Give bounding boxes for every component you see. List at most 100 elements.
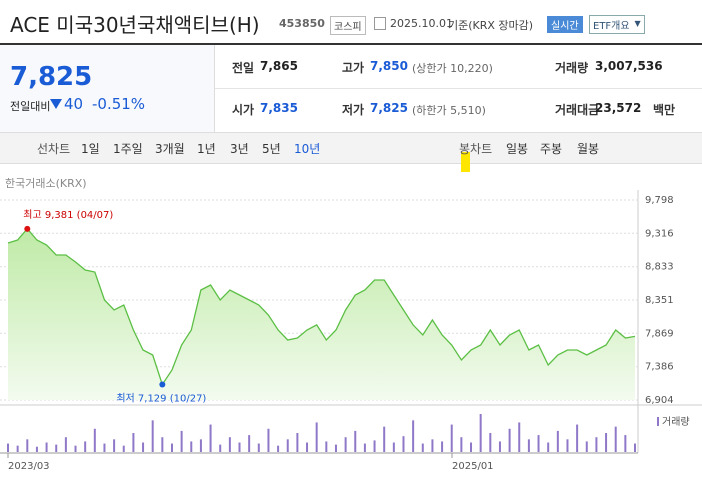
high-point: [24, 225, 31, 232]
volume-bar: [402, 436, 405, 452]
legend-label: 거래량: [662, 416, 690, 428]
volume-bar: [354, 430, 357, 452]
volume-bar: [180, 430, 183, 452]
volume-bar: [64, 437, 67, 452]
period-tab[interactable]: 1일: [81, 142, 100, 156]
volume-bar: [344, 437, 347, 452]
volume-bar: [257, 443, 260, 452]
volume-bar: [132, 433, 135, 452]
volume-bar: [363, 443, 366, 452]
volume-bar: [325, 441, 328, 452]
volume-bar: [498, 441, 501, 452]
field-value: 7,835: [260, 101, 298, 115]
volume-bar: [412, 420, 415, 452]
y-tick-label: 9,798: [645, 195, 674, 206]
date: 2025.10.01: [390, 17, 453, 30]
field-label: 거래량: [555, 61, 589, 75]
y-tick-label: 8,833: [645, 262, 674, 273]
etf-info-text: ETF개요: [593, 21, 630, 32]
volume-bar: [624, 435, 627, 452]
volume-bar: [306, 442, 309, 452]
price: 7,825: [10, 62, 93, 92]
volume-bar: [26, 439, 29, 452]
period-tab[interactable]: 5년: [262, 142, 281, 156]
volume-bar: [74, 445, 77, 452]
period-tab[interactable]: 3개월: [155, 142, 185, 156]
etf-info[interactable]: ETF개요 ▼: [589, 15, 645, 34]
volume-bar: [238, 442, 241, 452]
volume-bar: [209, 424, 212, 452]
volume-bar: [556, 430, 559, 452]
volume-bar: [576, 424, 579, 452]
volume-bar: [460, 437, 463, 452]
candle-tab[interactable]: 월봉: [577, 142, 600, 156]
volume-bar: [190, 441, 193, 452]
change: 40: [64, 95, 84, 113]
field-label: 저가: [342, 103, 365, 117]
volume-bar: [228, 437, 231, 452]
volume-bar: [508, 428, 511, 452]
high-label: 최고 9,381 (04/07): [23, 209, 113, 221]
volume-bar: [286, 439, 289, 452]
y-tick-label: 6,904: [645, 395, 674, 406]
period-tab[interactable]: 10년: [294, 142, 321, 156]
tab-header: 선차트: [37, 142, 71, 156]
volume-bar: [431, 439, 434, 452]
candle-tab[interactable]: 주봉: [540, 142, 563, 156]
legend-swatch: [657, 417, 659, 426]
volume-bar: [151, 420, 154, 452]
volume-bar: [634, 443, 636, 452]
volume-bar: [7, 443, 9, 452]
volume-bar: [219, 444, 222, 452]
field-label: 거래대금: [555, 103, 600, 117]
volume-bar: [383, 426, 386, 452]
period-tab[interactable]: 3년: [230, 142, 249, 156]
realtime-badge[interactable]: 실시간: [547, 16, 583, 33]
field-note: (하한가 5,510): [412, 104, 486, 117]
field-value: 3,007,536: [595, 59, 663, 73]
divider: [0, 43, 702, 45]
volume-bar: [142, 442, 145, 452]
title: ACE 미국30년국채액티브(H): [10, 13, 260, 37]
volume-bar: [161, 437, 164, 452]
field-value: 7,865: [260, 59, 298, 73]
period-tab[interactable]: 1주일: [113, 142, 143, 156]
x-tick-label: 2025/01: [452, 461, 494, 472]
volume-bar: [45, 442, 48, 452]
price-panel: [0, 45, 215, 132]
volume-bar: [450, 424, 453, 452]
tab-header: 봉차트: [459, 142, 493, 156]
area: [8, 228, 635, 400]
change-pct: -0.51%: [92, 95, 146, 113]
volume-bar: [373, 440, 376, 452]
volume-bar: [55, 444, 58, 452]
volume-bar: [489, 433, 492, 452]
field-value: 7,850: [370, 59, 408, 73]
down-arrow: [50, 99, 62, 109]
y-tick-label: 7,869: [645, 328, 674, 339]
y-tick-label: 8,351: [645, 295, 674, 306]
volume-bar: [585, 441, 588, 452]
basis: 기준(KRX 장마감): [448, 19, 534, 32]
source: 한국거래소(KRX): [5, 177, 87, 190]
volume-bar: [199, 439, 202, 452]
period-tab[interactable]: 1년: [197, 142, 216, 156]
volume-bar: [595, 437, 598, 452]
volume-bar: [84, 441, 87, 452]
volume-bar: [113, 439, 116, 452]
volume-bar: [16, 445, 19, 452]
candle-tab[interactable]: 일봉: [506, 142, 529, 156]
field-note: (상한가 10,220): [412, 62, 493, 75]
row-divider: [215, 88, 702, 89]
volume-bar: [103, 443, 106, 452]
volume-bar: [479, 414, 482, 452]
y-tick-label: 7,386: [645, 362, 674, 373]
volume-bar: [334, 444, 337, 452]
price-line: [7, 227, 636, 386]
market-badge: 코스피: [330, 16, 366, 35]
volume-bar: [614, 426, 617, 452]
volume-bar: [470, 442, 473, 452]
volume-bar: [277, 445, 280, 452]
